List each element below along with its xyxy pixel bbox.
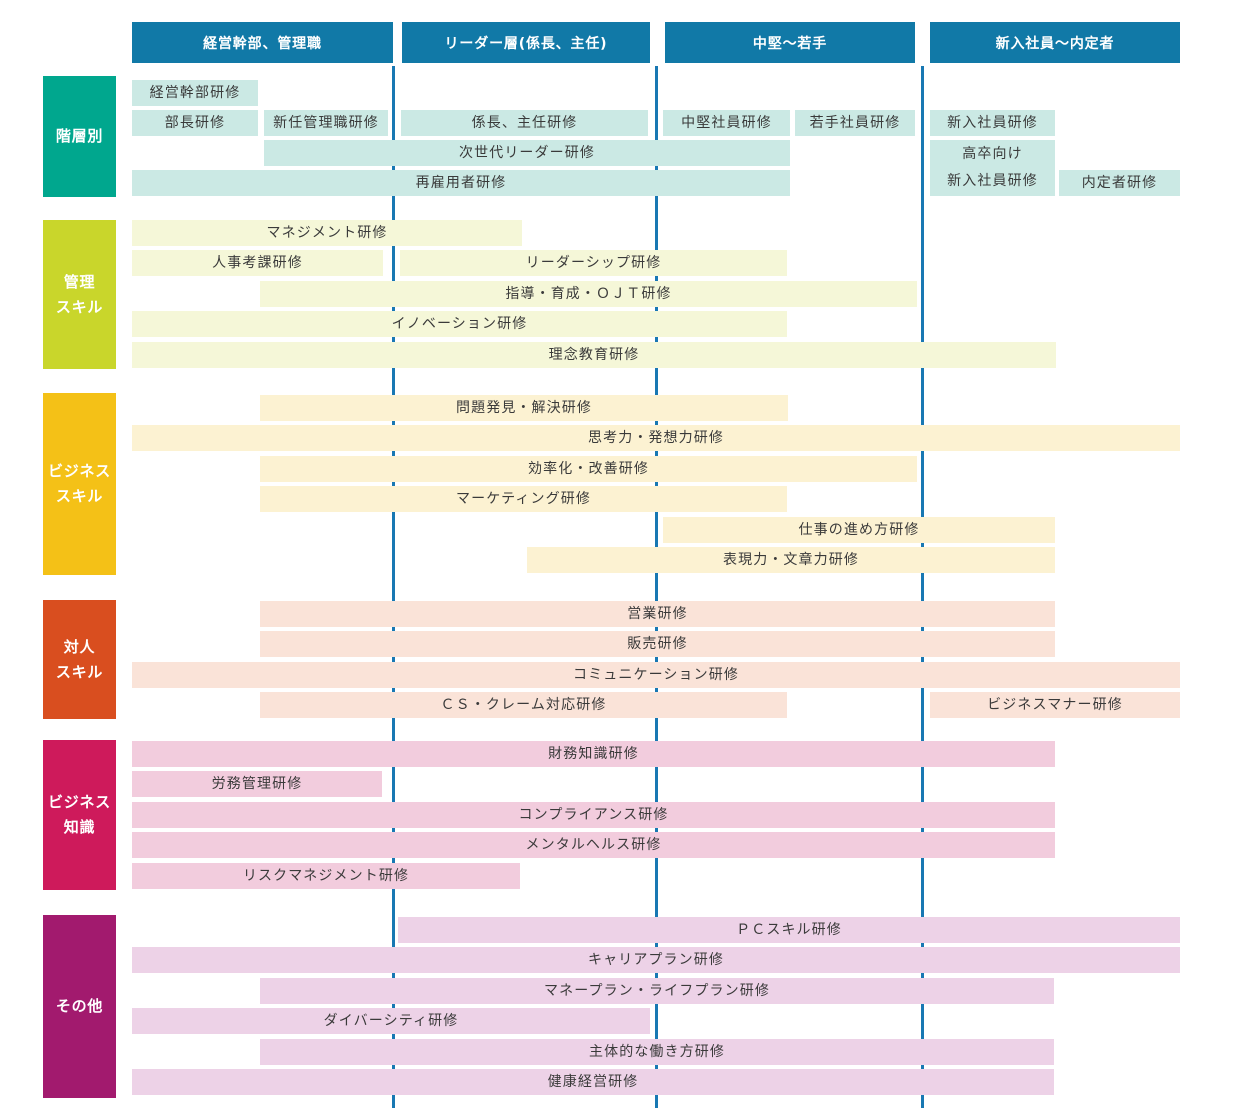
training-bar: 思考力・発想力研修	[132, 425, 1180, 451]
training-bar: ダイバーシティ研修	[132, 1008, 650, 1034]
training-bar: コミュニケーション研修	[132, 662, 1180, 688]
training-bar: 表現力・文章力研修	[527, 547, 1055, 573]
training-bar: 労務管理研修	[132, 771, 382, 797]
training-bar: 指導・育成・ＯＪＴ研修	[260, 281, 917, 307]
training-bar: 再雇用者研修	[132, 170, 790, 196]
training-bar: リーダーシップ研修	[400, 250, 787, 276]
training-bar: 営業研修	[260, 601, 1055, 627]
training-bar: 次世代リーダー研修	[264, 140, 790, 166]
header-column-0: 経営幹部、管理職	[132, 22, 393, 63]
training-bar: 理念教育研修	[132, 342, 1056, 368]
column-separator-line-2	[921, 66, 924, 1108]
training-bar: 販売研修	[260, 631, 1055, 657]
training-bar: 高卒向け 新入社員研修	[930, 140, 1055, 196]
training-bar: 中堅社員研修	[663, 110, 790, 136]
training-bar: 新任管理職研修	[264, 110, 388, 136]
section-label-business-skill: ビジネス スキル	[43, 393, 116, 575]
training-bar: コンプライアンス研修	[132, 802, 1055, 828]
training-bar: 主体的な働き方研修	[260, 1039, 1054, 1065]
training-bar: マーケティング研修	[260, 486, 787, 512]
training-bar: 部長研修	[132, 110, 258, 136]
training-bar: 効率化・改善研修	[260, 456, 917, 482]
training-bar: マネープラン・ライフプラン研修	[260, 978, 1054, 1004]
training-bar: 経営幹部研修	[132, 80, 258, 106]
training-bar: 新入社員研修	[930, 110, 1055, 136]
section-label-interpersonal-skill: 対人 スキル	[43, 600, 116, 719]
training-bar: ビジネスマナー研修	[930, 692, 1180, 718]
training-bar: 財務知識研修	[132, 741, 1055, 767]
training-bar: イノベーション研修	[132, 311, 787, 337]
training-bar: 係長、主任研修	[401, 110, 648, 136]
training-bar: メンタルヘルス研修	[132, 832, 1055, 858]
training-bar: 若手社員研修	[795, 110, 915, 136]
section-label-hierarchy: 階層別	[43, 76, 116, 197]
training-bar: 仕事の進め方研修	[663, 517, 1055, 543]
training-bar: 人事考課研修	[132, 250, 383, 276]
header-column-2: 中堅〜若手	[665, 22, 915, 63]
column-separator-line-0	[392, 66, 395, 1108]
header-column-1: リーダー層(係長、主任)	[402, 22, 650, 63]
section-label-business-knowledge: ビジネス 知識	[43, 740, 116, 890]
section-label-others: その他	[43, 915, 116, 1098]
column-separator-line-1	[655, 66, 658, 1108]
training-bar: キャリアプラン研修	[132, 947, 1180, 973]
training-bar: リスクマネジメント研修	[132, 863, 520, 889]
training-bar: ＣＳ・クレーム対応研修	[260, 692, 787, 718]
header-column-3: 新入社員〜内定者	[930, 22, 1180, 63]
training-bar: マネジメント研修	[132, 220, 522, 246]
training-bar: 内定者研修	[1059, 170, 1180, 196]
training-bar: ＰＣスキル研修	[398, 917, 1180, 943]
training-bar: 健康経営研修	[132, 1069, 1054, 1095]
training-bar: 問題発見・解決研修	[260, 395, 788, 421]
section-label-management-skill: 管理 スキル	[43, 220, 116, 369]
